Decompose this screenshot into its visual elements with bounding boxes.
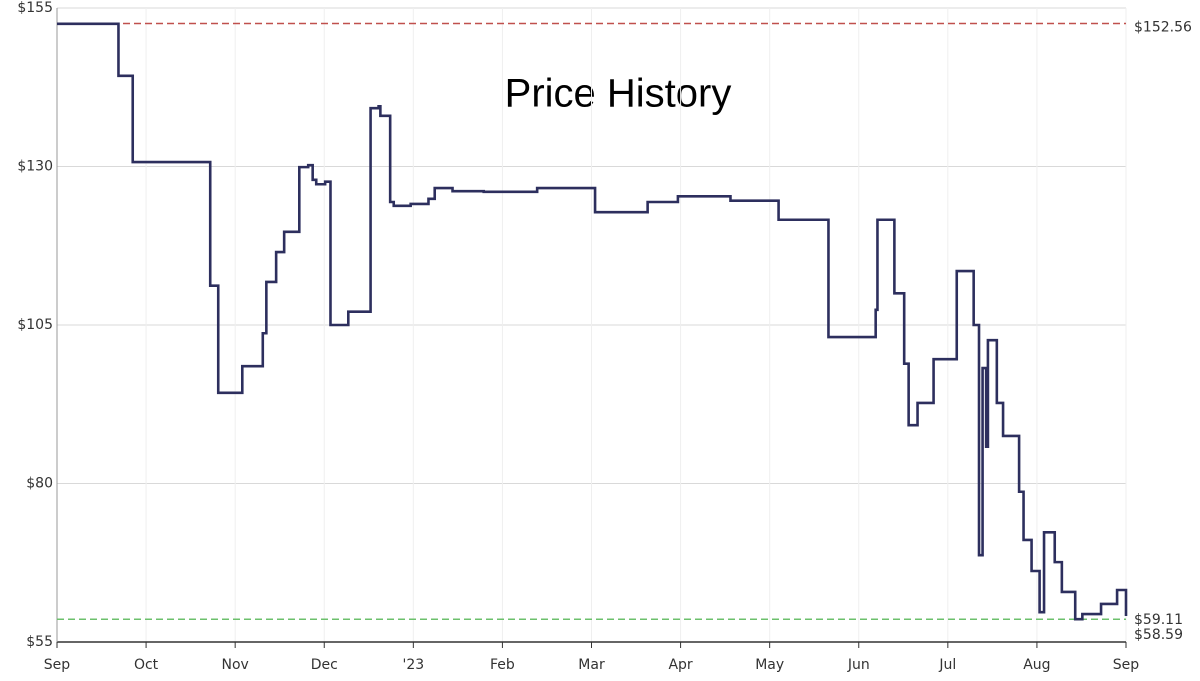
- x-tick-label: Jul: [938, 657, 956, 673]
- x-tick-label: Mar: [578, 657, 605, 673]
- reference-label: $58.59: [1134, 627, 1183, 643]
- x-tick-label: Dec: [311, 657, 338, 673]
- price-line: [57, 22, 1128, 621]
- x-tick-label: Sep: [44, 657, 71, 673]
- y-tick-label: $105: [17, 317, 53, 333]
- y-tick-label: $130: [17, 159, 53, 175]
- current-price-label: $59.11: [1134, 612, 1183, 628]
- x-tick-label: Feb: [490, 657, 515, 673]
- x-tick-label: Jun: [847, 657, 870, 673]
- x-tick-label: '23: [402, 657, 424, 673]
- x-tick-label: Nov: [222, 657, 249, 673]
- reference-label: $152.56: [1134, 19, 1192, 35]
- x-tick-label: Oct: [134, 657, 159, 673]
- chart-title: Price History: [505, 72, 732, 116]
- x-tick-label: Apr: [668, 657, 692, 673]
- x-tick-label: May: [755, 657, 784, 673]
- y-tick-label: $80: [26, 476, 53, 492]
- y-tick-label: $155: [17, 0, 53, 16]
- x-tick-label: Sep: [1113, 657, 1140, 673]
- x-tick-label: Aug: [1023, 657, 1050, 673]
- y-tick-label: $55: [26, 634, 53, 650]
